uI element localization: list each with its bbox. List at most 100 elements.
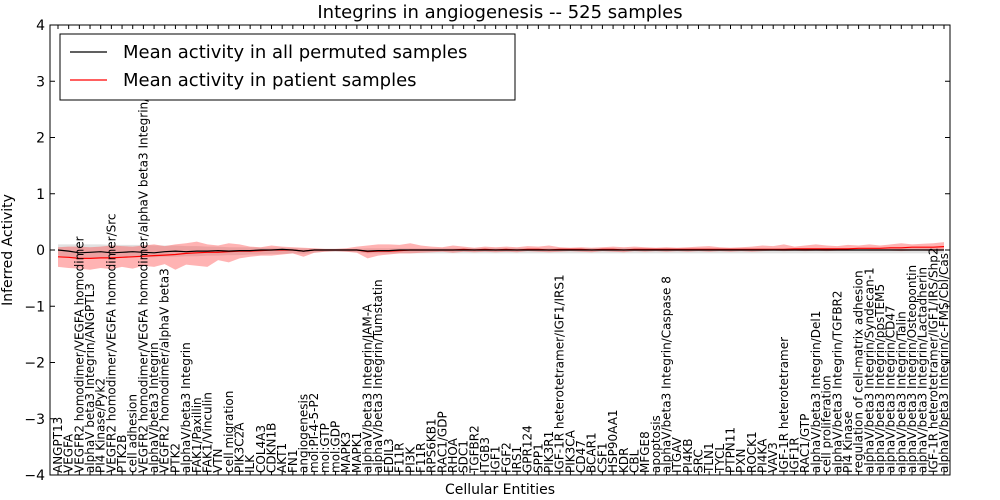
- category-label: IGF-1R heterotetramer/IGF1/IRS/Shp2: [926, 247, 940, 473]
- category-label: PIK3CA: [563, 429, 577, 473]
- category-label: TLN1: [702, 442, 716, 474]
- category-label: alphaV/beta3 Integrin/ppsTEM5: [873, 284, 887, 473]
- category-label: regulation of cell-matrix adhesion: [852, 270, 866, 473]
- y-tick-label: 3: [36, 74, 45, 90]
- category-label: alphaV/beta3 Integrin: [179, 342, 193, 473]
- x-axis-ticks: [57, 25, 945, 475]
- legend-box: [59, 33, 516, 101]
- category-label: mol:PI-4-5-P2: [307, 393, 321, 473]
- category-label: TGFBR2: [467, 425, 481, 474]
- category-label: alphaV/beta3 Integrin/Caspase 8: [660, 276, 674, 473]
- category-label: cell migration: [222, 391, 236, 473]
- category-label: apoptosis: [649, 415, 663, 473]
- category-label: ITGAV: [670, 436, 684, 473]
- plot-frame: [49, 24, 951, 476]
- y-tick-label: −4: [24, 468, 45, 484]
- category-label: alphaV/beta3 Integrin/Lactadherin: [916, 267, 930, 473]
- legend-label-permuted: Mean activity in all permuted samples: [123, 42, 467, 63]
- series-lines: [57, 246, 945, 259]
- category-label: MAPK1: [350, 432, 364, 473]
- category-label: BCAR1: [585, 432, 599, 473]
- category-label: PTK2: [168, 443, 182, 473]
- y-tick-label: 2: [36, 131, 45, 147]
- category-label: FGF2: [499, 442, 513, 473]
- category-label: alphaV/beta3 Integrin: [147, 342, 161, 473]
- category-label: KDR: [617, 448, 631, 473]
- y-tick-label: −3: [24, 412, 45, 428]
- category-label: alphaV/beta3 Integrin/Del1: [809, 311, 823, 473]
- category-label: alphaV/beta3 Integrin/JAM-A: [361, 303, 375, 473]
- category-label: alphaV/beta3 Integrin/Talin: [894, 311, 908, 473]
- category-label: RAC1/GDP: [435, 411, 449, 473]
- category-label: PIK3C2A: [233, 422, 247, 473]
- band-series-0: [58, 244, 944, 258]
- category-label: VTN: [211, 448, 225, 473]
- category-label: IRS1: [510, 446, 524, 473]
- category-label: SDC1: [457, 440, 471, 473]
- category-label: TYCL: [713, 444, 727, 474]
- category-label: PI3K: [403, 446, 417, 473]
- category-label: IGF1R: [788, 437, 802, 473]
- category-label: MAPK3: [339, 432, 353, 473]
- line-series-0: [57, 248, 944, 254]
- category-label: F11R: [414, 442, 428, 473]
- category-label: IGF1: [489, 446, 503, 473]
- legend: Mean activity in all permuted samples Me…: [59, 33, 516, 101]
- category-label: RPS6KB1: [425, 418, 439, 473]
- category-label: SRC: [692, 449, 706, 473]
- category-label: cell proliferation: [820, 375, 834, 473]
- category-label: COL4A3: [254, 425, 268, 473]
- category-label: CD47: [574, 440, 588, 473]
- category-label: PTPN11: [724, 427, 738, 473]
- category-label: mol:GDP: [329, 421, 343, 473]
- category-label: RAC1/GTP: [798, 414, 812, 473]
- category-label: F11R: [393, 442, 407, 473]
- category-label: PI4 Kinase/Pyk2: [94, 378, 108, 473]
- y-axis-ticks: −4 −3 −2 −1 0 1 2 3 4: [24, 18, 950, 484]
- category-label: CSF1: [595, 442, 609, 473]
- category-label: PI4 Kinase: [841, 411, 855, 473]
- category-label: ANGPT13: [51, 417, 65, 473]
- category-label: alphaV/beta3 Integrin/Osteopontin: [905, 265, 919, 473]
- legend-label-patient: Mean activity in patient samples: [123, 70, 417, 91]
- category-label: RHOA: [446, 437, 460, 473]
- category-label: VEGFA: [62, 433, 76, 473]
- category-label: PIK3R1: [542, 431, 556, 473]
- category-label: GPR124: [521, 425, 535, 473]
- category-label: alphaV/beta3 Integrin/CD47: [884, 305, 898, 473]
- category-label: PXN: [734, 449, 748, 473]
- category-label: ROCK1: [745, 431, 759, 473]
- category-label: VAV3: [766, 442, 780, 473]
- category-label: mol:GTP: [318, 423, 332, 473]
- category-label: FN1: [286, 449, 300, 473]
- category-label: CBL: [627, 449, 641, 473]
- category-label: VEGFR2 homodimer/alphaV beta3: [158, 268, 172, 473]
- category-label: VEGFR2 homodimer/VEGFA homodimer: [72, 236, 86, 473]
- category-label: VEGFR2 homodimer/VEGFA homodimer/alphaV …: [136, 79, 150, 473]
- category-label: alphaV/beta3 Integrin/TGFBR2: [830, 290, 844, 473]
- category-label: PI4KB: [681, 438, 695, 473]
- category-label: cell adhesion: [126, 394, 140, 473]
- category-label: CDKN1B: [265, 423, 279, 473]
- category-label: alphaV/beta3 Integrin/Tumstatin: [371, 279, 385, 473]
- category-label: angiogenesis: [297, 394, 311, 473]
- y-tick-label: 4: [36, 18, 45, 34]
- category-label: alphaV/beta3 Integrin/c-FMS/Cbl/Cas: [937, 253, 951, 473]
- x-axis-label: Cellular Entities: [445, 482, 555, 498]
- category-label: alphaV/beta3 Integrin/Syndecan-1: [862, 267, 876, 473]
- y-tick-label: −1: [24, 299, 45, 315]
- category-label: FAK1/Paxillin: [190, 397, 204, 473]
- y-tick-label: −2: [24, 356, 45, 372]
- category-label: AKT1: [275, 443, 289, 473]
- category-label: ITGB3: [478, 437, 492, 473]
- chart-title: Integrins in angiogenesis -- 525 samples: [317, 2, 682, 23]
- category-label: IGF-1R heterotetramer: [777, 337, 791, 473]
- y-tick-label: 1: [36, 187, 45, 203]
- category-label: PTK2B: [115, 435, 129, 473]
- category-label: MFGE8: [638, 431, 652, 473]
- category-label: FAK1/Vinculin: [200, 392, 214, 473]
- category-label: VEGFR2 homodimer/VEGFA homodimer/Src: [104, 213, 118, 473]
- band-series-1: [58, 241, 944, 270]
